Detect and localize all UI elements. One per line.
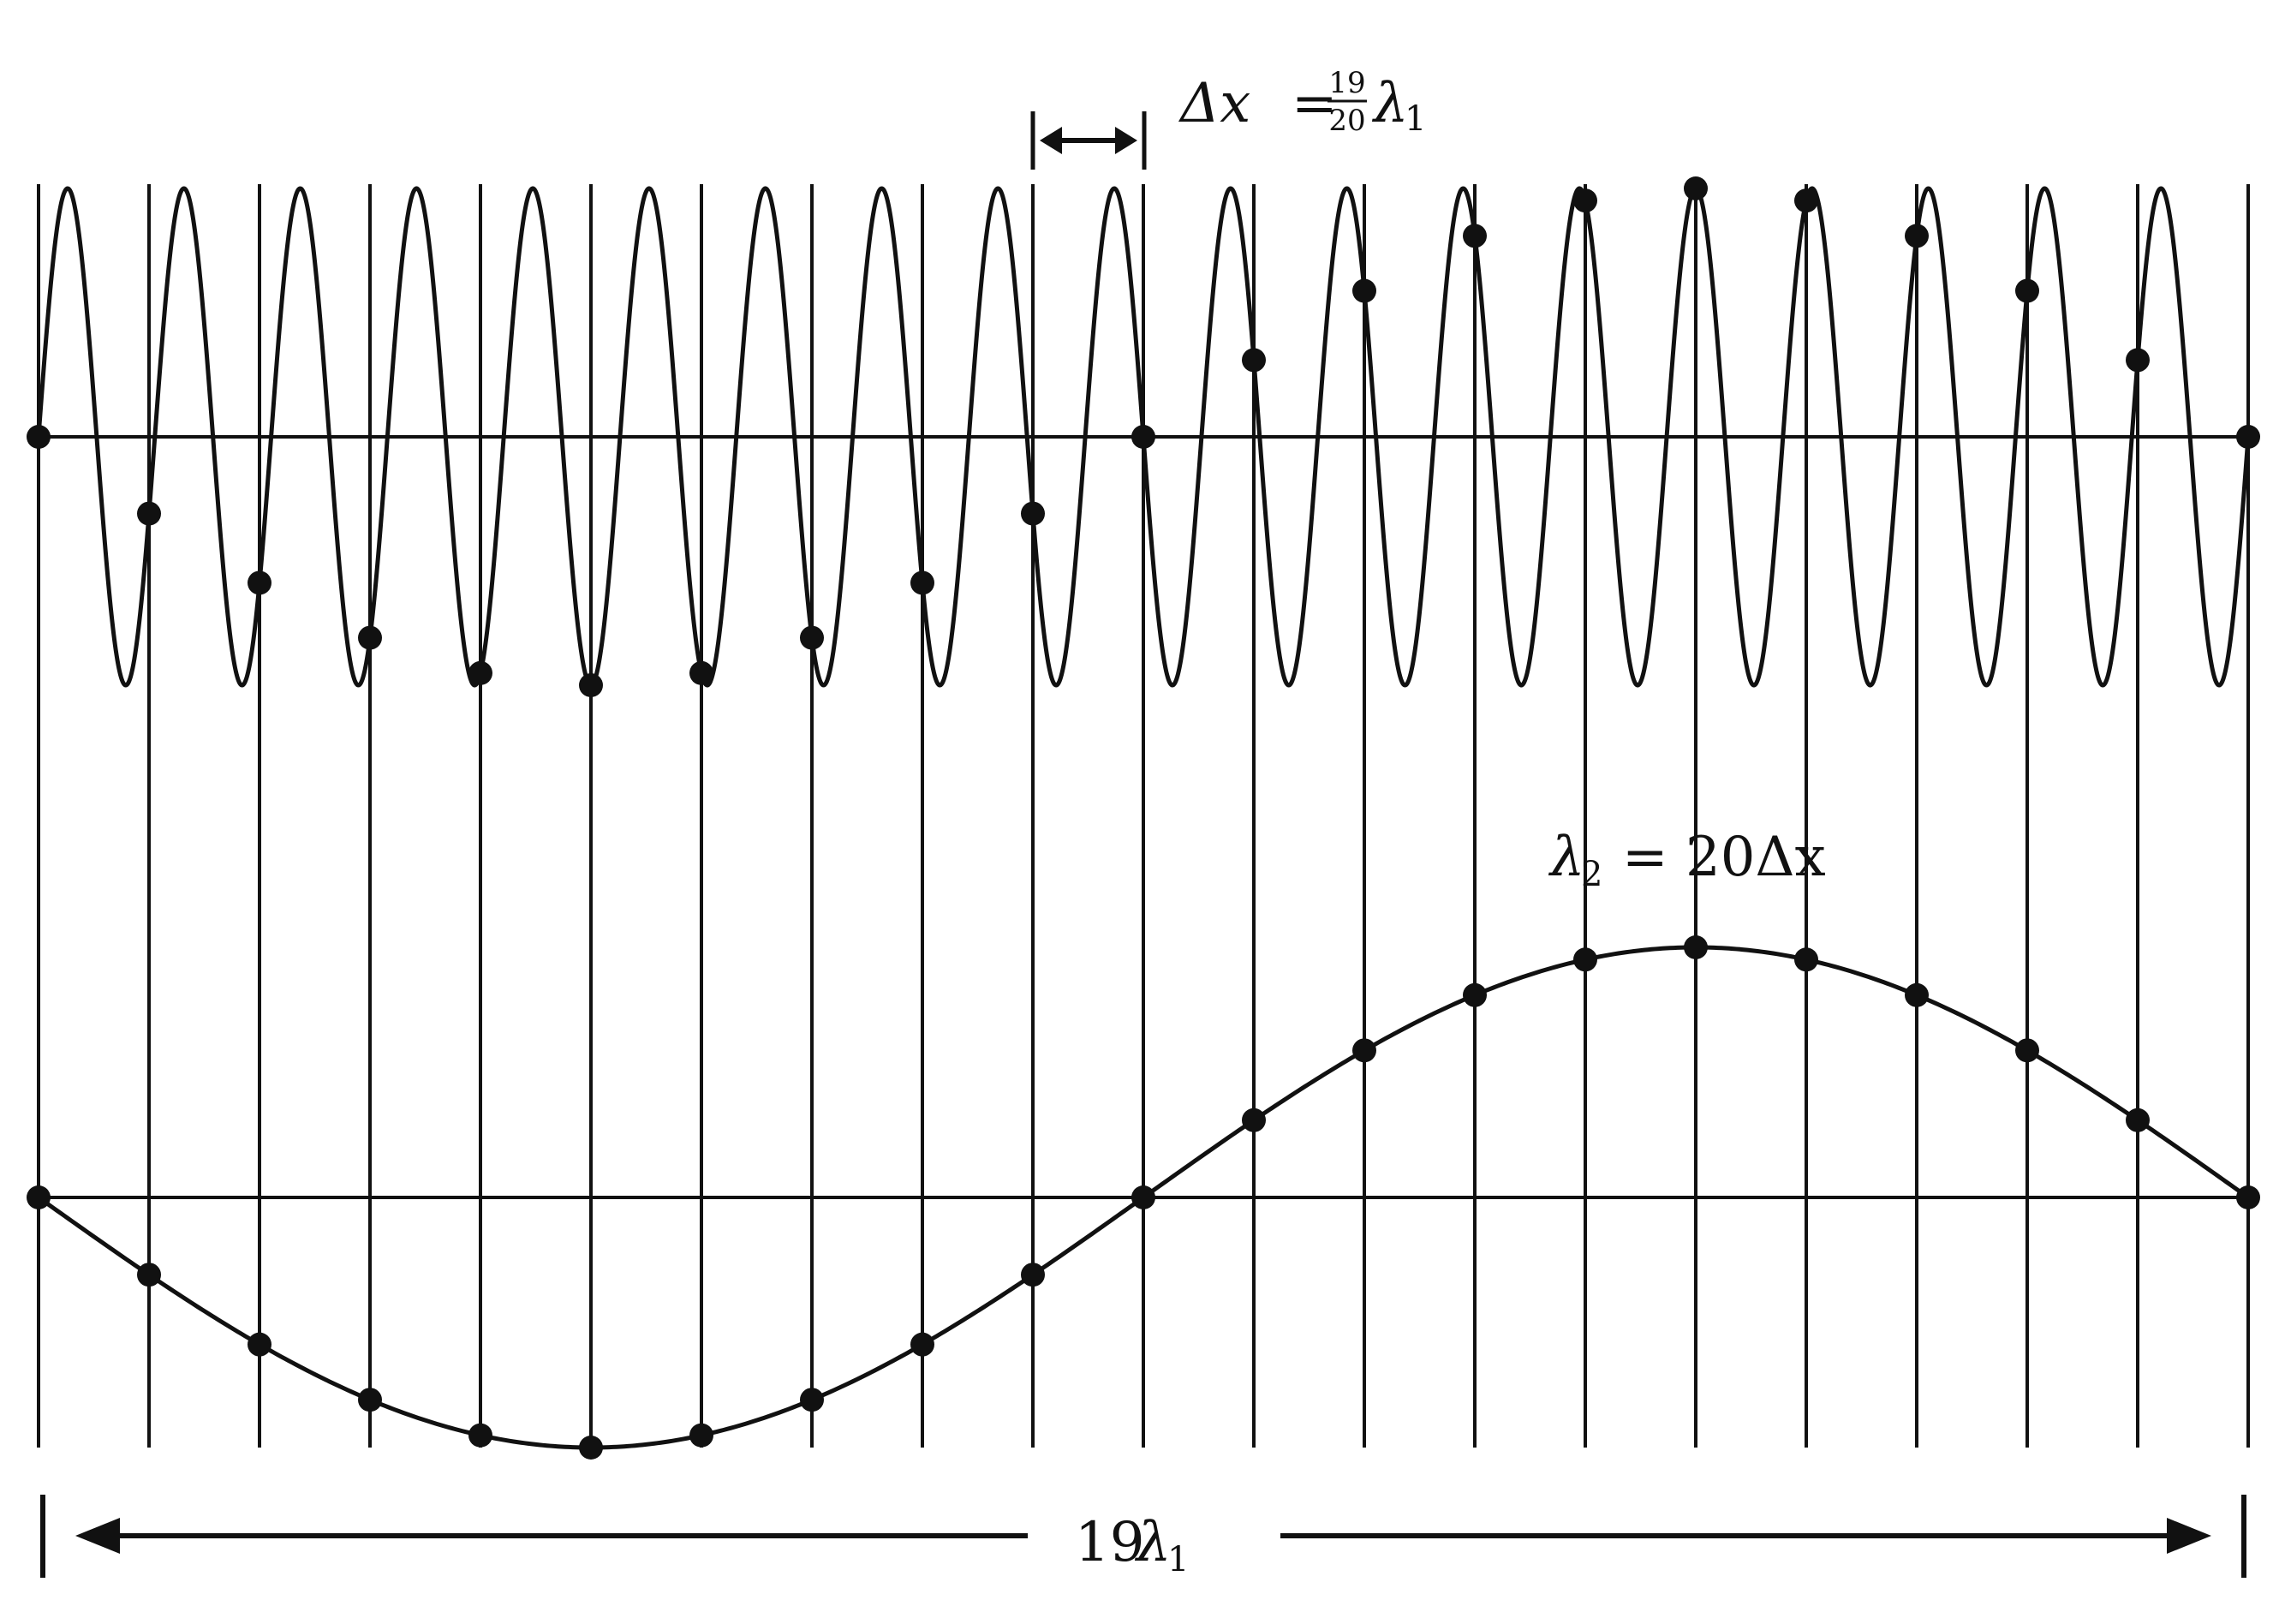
slow-sample-dot (2236, 1185, 2260, 1209)
slow-sample-dot (2126, 1108, 2150, 1132)
fast-sample-dot (910, 570, 934, 595)
fast-sample-dot (1905, 224, 1929, 248)
delta-x-label: Δx = 19 20 λ 1 (1178, 66, 1426, 139)
slow-sample-dot (800, 1388, 824, 1412)
delta-x-lambda-subscript: 1 (1405, 99, 1426, 139)
sampling-lines (37, 184, 2250, 1448)
fast-sample-dot (358, 625, 382, 650)
delta-x-fraction-numerator: 19 (1328, 66, 1365, 100)
slow-sample-dot (1242, 1108, 1266, 1132)
delta-x-bracket (1030, 111, 1147, 170)
fast-sample-dot (1794, 188, 1818, 213)
fast-sample-dot (800, 625, 824, 650)
lambda2-symbol: λ (1548, 826, 1585, 889)
slow-sample-dot (1573, 947, 1597, 972)
slow-sample-dot (579, 1436, 603, 1460)
fast-sample-dot (689, 660, 713, 685)
fast-sample-dot (1573, 188, 1597, 213)
slow-sample-dot (1021, 1263, 1045, 1287)
slow-wave-samples (27, 935, 2260, 1460)
fast-sample-dot (2126, 348, 2150, 373)
fast-sample-dot (248, 570, 271, 595)
span-number: 19 (1075, 1511, 1144, 1574)
lambda2-definition: = 20Δx (1622, 826, 1826, 889)
slow-sample-dot (358, 1388, 382, 1412)
fast-sample-dot (579, 673, 603, 697)
delta-x-symbol: Δx (1178, 72, 1250, 135)
slow-sample-dot (1131, 1185, 1155, 1209)
slow-sample-dot (1905, 982, 1929, 1007)
span-arrow: 19 λ 1 (40, 1495, 2246, 1579)
delta-x-equals: = (1292, 72, 1338, 135)
slow-sample-dot (1684, 935, 1708, 959)
slow-sample-dot (27, 1185, 51, 1209)
fast-sample-dot (1021, 501, 1045, 526)
slow-sample-dot (468, 1423, 492, 1448)
fast-sample-dot (1463, 224, 1487, 248)
lambda2-subscript: 2 (1581, 855, 1602, 894)
slow-sample-dot (2015, 1038, 2039, 1063)
lambda2-label: λ 2 = 20Δx (1548, 826, 1826, 894)
fast-sample-dot (1352, 278, 1376, 303)
delta-x-lambda: λ (1371, 72, 1409, 135)
fast-sample-dot (1684, 176, 1708, 200)
slow-sample-dot (137, 1263, 161, 1287)
slow-sample-dot (689, 1423, 713, 1448)
fast-sample-dot (468, 660, 492, 685)
slow-sample-dot (1463, 982, 1487, 1007)
slow-sample-dot (248, 1332, 271, 1357)
fast-sample-dot (27, 425, 51, 449)
span-lambda: λ (1134, 1511, 1172, 1574)
slow-sample-dot (1352, 1038, 1376, 1063)
fast-sample-dot (1242, 348, 1266, 373)
slow-sample-dot (910, 1332, 934, 1357)
fast-sample-dot (1131, 425, 1155, 449)
delta-x-fraction-denominator: 20 (1328, 104, 1365, 138)
fast-sample-dot (2236, 425, 2260, 449)
slow-sample-dot (1794, 947, 1818, 972)
fast-sample-dot (137, 501, 161, 526)
span-lambda-subscript: 1 (1167, 1540, 1189, 1579)
fast-sample-dot (2015, 278, 2039, 303)
fast-wave-samples (27, 176, 2260, 697)
